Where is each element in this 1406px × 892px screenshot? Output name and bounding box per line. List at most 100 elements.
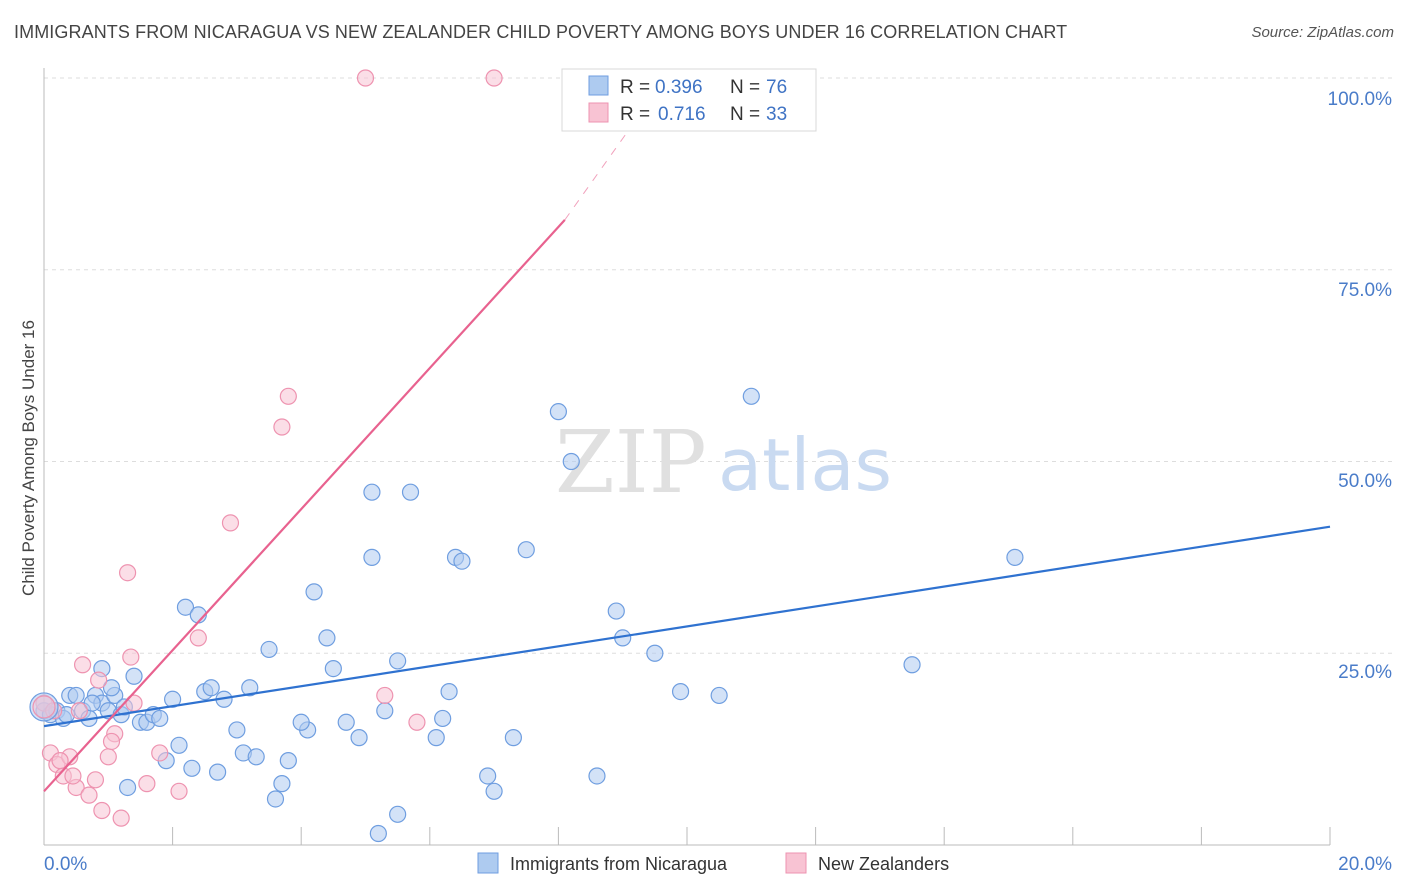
nicaragua-point xyxy=(479,767,497,785)
y-tick-label-25: 25.0% xyxy=(1338,662,1392,683)
nicaragua-point xyxy=(350,729,368,747)
nicaragua-point xyxy=(903,656,921,674)
new-zealander-point xyxy=(138,775,156,793)
nicaragua-point xyxy=(29,692,59,722)
nicaragua-point xyxy=(125,667,143,685)
correlation-legend: R = 0.396 N = 76 R = 0.716 N = 33 xyxy=(561,68,817,132)
x-tick-label-max: 20.0% xyxy=(1338,854,1392,875)
nicaragua-point xyxy=(279,752,297,770)
new-zealander-point xyxy=(99,748,117,766)
nicaragua-point xyxy=(102,679,121,697)
nicaragua-point xyxy=(562,452,580,471)
bottom-legend-swatch-pink xyxy=(785,852,807,874)
nicaragua-point xyxy=(260,640,278,659)
nicaragua-point xyxy=(228,721,246,739)
nicaragua-point xyxy=(273,775,291,793)
grid-layer xyxy=(44,77,1392,654)
nicaragua-point xyxy=(389,805,407,823)
legend-swatch-pink xyxy=(588,102,609,123)
series-legend: Immigrants from Nicaragua New Zealanders xyxy=(477,852,949,874)
new-zealander-point xyxy=(408,713,426,731)
legend-r-label-2: R = xyxy=(620,104,650,125)
source-label: Source: ZipAtlas.com xyxy=(1251,24,1394,41)
new-zealander-point xyxy=(64,767,82,785)
bottom-legend-swatch-blue xyxy=(477,852,499,874)
nicaragua-point xyxy=(376,702,394,720)
new-zealander-point xyxy=(151,744,169,762)
new-zealander-point xyxy=(90,671,108,689)
legend-swatch-blue xyxy=(588,75,609,96)
new-zealander-point xyxy=(70,702,88,720)
watermark-zip: ZIP xyxy=(555,413,707,513)
nicaragua-point xyxy=(369,824,387,843)
new-zealander-point xyxy=(279,387,297,405)
nicaragua-point xyxy=(607,602,625,620)
nicaragua-point xyxy=(183,759,201,777)
nicaragua-point xyxy=(427,729,445,747)
new-zealander-point xyxy=(112,809,130,827)
nicaragua-point xyxy=(671,682,690,701)
new-zealander-point xyxy=(102,732,121,751)
nicaragua-point xyxy=(337,713,355,731)
nicaragua-point xyxy=(434,709,452,728)
new-zealander-point xyxy=(73,656,92,674)
nicaragua-point xyxy=(485,782,503,800)
y-tick-label-100: 100.0% xyxy=(1328,89,1393,110)
nicaragua-point xyxy=(292,713,310,731)
new-zealander-point xyxy=(118,564,137,582)
new-zealander-point xyxy=(170,782,188,800)
nicaragua-point xyxy=(742,387,760,405)
nicaragua-point xyxy=(118,778,137,797)
nicaragua-point xyxy=(710,686,728,705)
legend-n-value-2: 33 xyxy=(766,104,787,125)
nicaragua-point xyxy=(588,767,606,785)
new-zealander-point xyxy=(93,801,111,820)
legend-r-value-2: 0.716 xyxy=(658,104,706,125)
nicaragua-point xyxy=(176,598,195,616)
new-zealander-trendline xyxy=(43,219,566,793)
nicaragua-point xyxy=(363,483,381,501)
legend-n-label-1: N = xyxy=(730,77,760,98)
nicaragua-trendline xyxy=(43,525,1331,728)
new-zealander-point xyxy=(32,695,56,719)
new-zealander-point xyxy=(485,69,503,87)
nicaragua-point xyxy=(517,541,535,559)
new-zealander-point xyxy=(51,752,69,770)
y-axis-label: Child Poverty Among Boys Under 16 xyxy=(19,320,38,596)
nicaragua-point xyxy=(389,652,407,670)
chart-title: IMMIGRANTS FROM NICARAGUA VS NEW ZEALAND… xyxy=(14,22,1068,42)
nicaragua-point xyxy=(241,679,259,697)
nicaragua-point xyxy=(67,686,85,705)
new-zealander-point xyxy=(273,418,291,436)
watermark-atlas: atlas xyxy=(718,423,892,507)
legend-n-value-1: 76 xyxy=(766,77,787,98)
nicaragua-point xyxy=(266,790,285,808)
new-zealander-point xyxy=(376,686,394,705)
nicaragua-point xyxy=(247,748,265,766)
nicaragua-point xyxy=(549,403,568,421)
nicaragua-point xyxy=(363,548,381,566)
nicaragua-point xyxy=(401,483,420,501)
new-zealander-point xyxy=(122,648,140,666)
new-zealander-point xyxy=(189,629,207,647)
nicaragua-point xyxy=(83,694,101,712)
new-zealander-point xyxy=(221,514,240,532)
nicaragua-point xyxy=(504,729,522,747)
nicaragua-point xyxy=(1006,548,1024,566)
legend-r-value-1: 0.396 xyxy=(655,77,703,98)
new-zealander-point xyxy=(356,69,375,87)
y-tick-label-50: 50.0% xyxy=(1338,471,1392,492)
x-tick-label-min: 0.0% xyxy=(44,854,87,875)
nicaragua-point xyxy=(209,763,227,781)
nicaragua-point xyxy=(440,682,458,701)
new-zealander-point xyxy=(80,786,98,804)
bottom-legend-label-1: Immigrants from Nicaragua xyxy=(510,854,728,874)
nicaragua-point xyxy=(151,709,169,728)
legend-n-label-2: N = xyxy=(730,104,760,125)
nicaragua-point xyxy=(305,583,323,601)
bottom-legend-label-2: New Zealanders xyxy=(818,854,949,874)
nicaragua-point xyxy=(453,552,471,570)
nicaragua-point xyxy=(324,659,342,678)
new-zealander-point xyxy=(86,771,105,789)
